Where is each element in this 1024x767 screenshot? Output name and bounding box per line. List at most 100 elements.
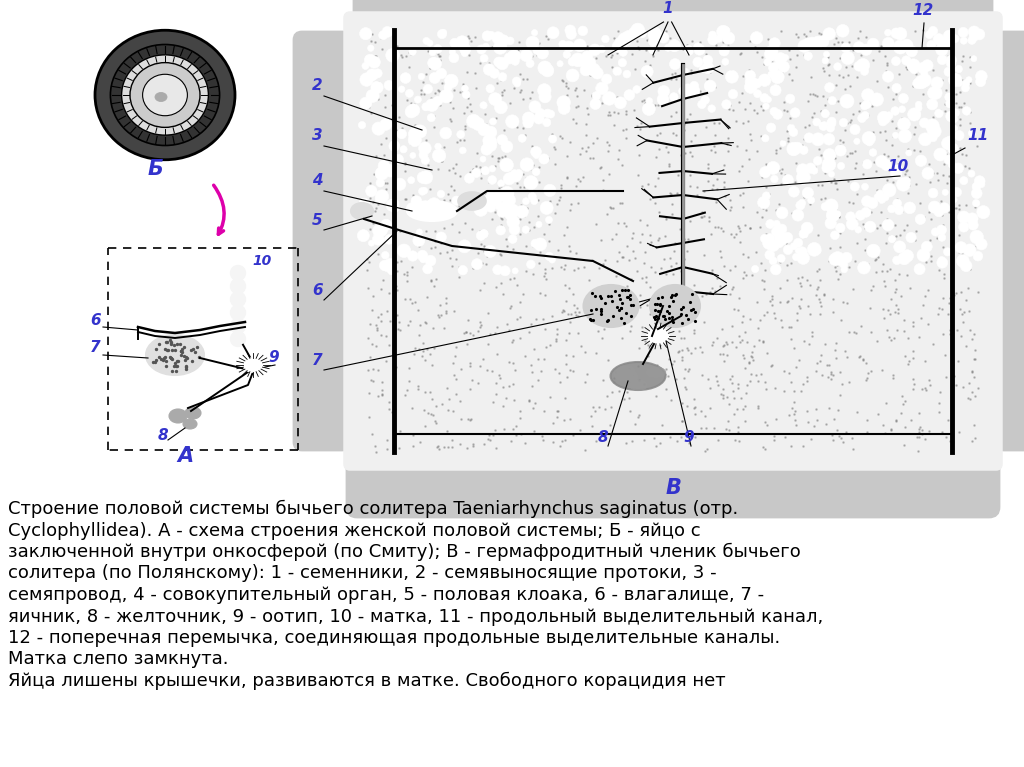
- Point: [495, 151, 511, 163]
- Point: [538, 31, 554, 43]
- Circle shape: [506, 37, 514, 44]
- Point: [497, 71, 513, 84]
- Point: [400, 362, 417, 374]
- Point: [407, 347, 423, 360]
- Point: [444, 357, 461, 369]
- Point: [705, 336, 721, 348]
- Circle shape: [433, 44, 442, 53]
- Point: [458, 326, 474, 338]
- Point: [176, 350, 193, 362]
- Point: [499, 318, 515, 330]
- Ellipse shape: [646, 367, 666, 378]
- Circle shape: [802, 187, 813, 199]
- Ellipse shape: [650, 285, 700, 327]
- Point: [443, 441, 460, 453]
- Point: [900, 143, 916, 156]
- Point: [650, 233, 667, 245]
- Point: [172, 345, 188, 357]
- Point: [407, 295, 423, 308]
- Point: [588, 218, 604, 230]
- Circle shape: [866, 244, 881, 258]
- Point: [961, 304, 977, 317]
- Circle shape: [864, 221, 876, 232]
- Point: [617, 436, 634, 449]
- Circle shape: [422, 103, 430, 110]
- Circle shape: [771, 176, 778, 183]
- Point: [765, 257, 781, 269]
- Point: [381, 339, 397, 351]
- Point: [750, 27, 766, 39]
- Circle shape: [892, 132, 899, 138]
- Point: [367, 50, 383, 62]
- Point: [958, 150, 975, 162]
- Point: [517, 351, 534, 363]
- Point: [954, 148, 971, 160]
- Point: [370, 198, 386, 210]
- Point: [186, 346, 203, 358]
- Circle shape: [495, 202, 504, 210]
- Point: [748, 369, 764, 381]
- Point: [801, 119, 817, 131]
- Circle shape: [786, 142, 801, 156]
- Point: [873, 40, 890, 52]
- Point: [487, 442, 504, 454]
- Point: [609, 68, 626, 81]
- Point: [684, 150, 700, 162]
- Circle shape: [440, 127, 452, 139]
- Circle shape: [972, 183, 981, 191]
- Point: [659, 146, 676, 159]
- Point: [438, 307, 455, 319]
- Circle shape: [957, 211, 970, 223]
- Point: [577, 377, 593, 389]
- Point: [417, 420, 433, 433]
- Point: [740, 84, 757, 97]
- Point: [588, 297, 604, 309]
- Point: [552, 191, 568, 203]
- Circle shape: [754, 90, 762, 97]
- Point: [430, 84, 446, 96]
- Point: [568, 309, 585, 321]
- Circle shape: [499, 202, 511, 214]
- Circle shape: [458, 265, 468, 275]
- Point: [403, 138, 420, 150]
- Point: [773, 66, 790, 78]
- Point: [839, 351, 855, 364]
- Point: [164, 365, 180, 377]
- Point: [899, 269, 915, 281]
- Point: [652, 436, 669, 449]
- Point: [364, 337, 380, 350]
- Point: [804, 111, 820, 123]
- Point: [894, 390, 910, 403]
- Point: [811, 27, 827, 39]
- Point: [588, 347, 604, 359]
- Circle shape: [766, 123, 776, 133]
- Circle shape: [483, 64, 495, 75]
- Point: [614, 123, 631, 136]
- Point: [814, 179, 830, 191]
- Circle shape: [931, 77, 943, 89]
- Point: [737, 219, 754, 232]
- Point: [883, 423, 899, 436]
- Point: [734, 160, 751, 172]
- Point: [699, 374, 716, 386]
- Circle shape: [492, 197, 501, 207]
- Point: [885, 369, 901, 381]
- Point: [599, 136, 615, 148]
- Point: [515, 288, 531, 300]
- Point: [632, 123, 648, 135]
- Point: [400, 107, 417, 120]
- Point: [487, 281, 504, 293]
- Point: [734, 70, 751, 82]
- Point: [191, 351, 208, 363]
- Point: [823, 230, 840, 242]
- Circle shape: [772, 110, 782, 120]
- Point: [522, 112, 539, 124]
- Point: [431, 311, 447, 323]
- Circle shape: [522, 226, 529, 233]
- Circle shape: [927, 41, 936, 49]
- Circle shape: [926, 119, 939, 133]
- Point: [411, 343, 427, 355]
- Circle shape: [700, 96, 710, 104]
- Point: [774, 321, 791, 333]
- Point: [756, 309, 772, 321]
